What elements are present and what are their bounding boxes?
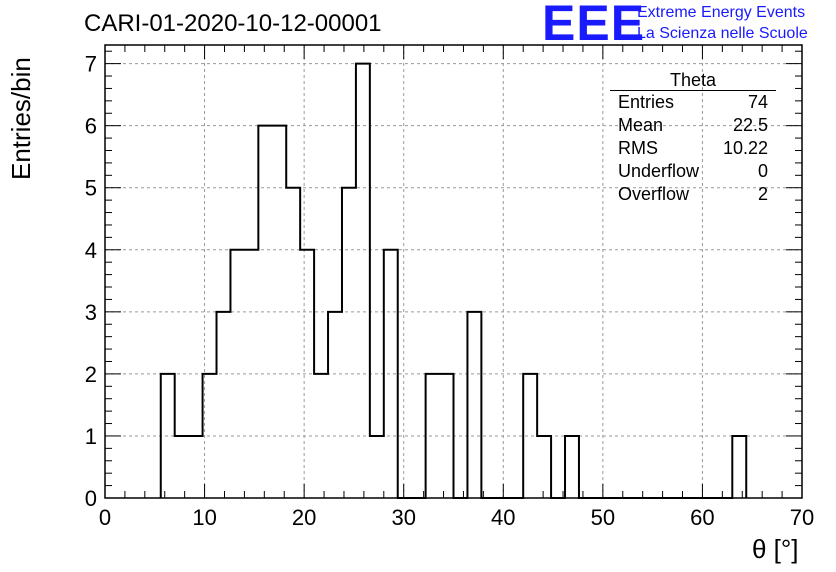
y-tick-label: 7 <box>85 52 97 77</box>
histogram-bin <box>732 436 746 498</box>
histogram-bin <box>342 188 356 498</box>
y-tick-label: 3 <box>85 300 97 325</box>
y-tick-label: 2 <box>85 362 97 387</box>
x-tick-label: 0 <box>99 505 111 530</box>
chart-title: CARI-01-2020-10-12-00001 <box>84 10 382 37</box>
stats-title: Theta <box>610 70 776 91</box>
y-axis-label: Entries/bin <box>6 57 36 180</box>
y-tick-label: 1 <box>85 424 97 449</box>
histogram-bin <box>467 312 481 498</box>
histogram-bin <box>258 126 272 498</box>
histogram-bin <box>523 374 537 498</box>
stats-label: Underflow <box>618 161 700 181</box>
stats-value: 2 <box>757 184 768 204</box>
histogram-bin <box>217 312 231 498</box>
histogram-bin <box>286 188 300 498</box>
x-tick-label: 10 <box>192 505 216 530</box>
stats-label: Overflow <box>618 184 690 204</box>
stats-label: RMS <box>618 138 658 158</box>
histogram-bin <box>272 126 286 498</box>
stats-label: Entries <box>618 92 675 112</box>
histogram-bin <box>189 436 203 498</box>
x-tick-label: 50 <box>591 505 615 530</box>
histogram-bin <box>230 250 244 498</box>
y-tick-label: 5 <box>85 176 97 201</box>
x-tick-label: 60 <box>690 505 714 530</box>
stats-row-underflow: Underflow 0 <box>610 160 776 183</box>
histogram-bin <box>203 374 217 498</box>
x-tick-label: 70 <box>790 505 814 530</box>
stats-row-mean: Mean 22.5 <box>610 114 776 137</box>
x-tick-label: 20 <box>292 505 316 530</box>
stats-value: 74 <box>747 92 768 112</box>
histogram-bin <box>384 250 398 498</box>
histogram-bin <box>161 374 175 498</box>
histogram-bin <box>300 250 314 498</box>
histogram-bin <box>175 436 189 498</box>
stats-row-entries: Entries 74 <box>610 91 776 114</box>
eee-logo: EEE <box>542 0 646 51</box>
histogram-bin <box>537 436 551 498</box>
org-name-line2: La Scienza nelle Scuole <box>637 25 808 42</box>
histogram-bin <box>244 250 258 498</box>
stats-value: 10.22 <box>722 138 768 158</box>
histogram-bin <box>440 374 454 498</box>
histogram-bin <box>370 436 384 498</box>
y-tick-label: 0 <box>85 486 97 511</box>
stats-box: Theta Entries 74 Mean 22.5 RMS 10.22 Und… <box>610 70 776 206</box>
histogram-bin <box>426 374 440 498</box>
stats-label: Mean <box>618 115 664 135</box>
stats-row-rms: RMS 10.22 <box>610 137 776 160</box>
org-name-line1: Extreme Energy Events <box>637 4 806 21</box>
histogram-outline <box>159 62 748 499</box>
histogram-bin <box>356 64 370 498</box>
histogram-bin <box>314 374 328 498</box>
x-tick-label: 30 <box>391 505 415 530</box>
x-axis-label: θ [°] <box>752 534 799 564</box>
y-tick-label: 4 <box>85 238 97 263</box>
histogram-bin <box>328 312 342 498</box>
stats-value: 22.5 <box>732 115 768 135</box>
stats-value: 0 <box>757 161 768 181</box>
stats-row-overflow: Overflow 2 <box>610 183 776 206</box>
histogram-bin <box>565 436 579 498</box>
y-tick-label: 6 <box>85 114 97 139</box>
x-tick-label: 40 <box>491 505 515 530</box>
